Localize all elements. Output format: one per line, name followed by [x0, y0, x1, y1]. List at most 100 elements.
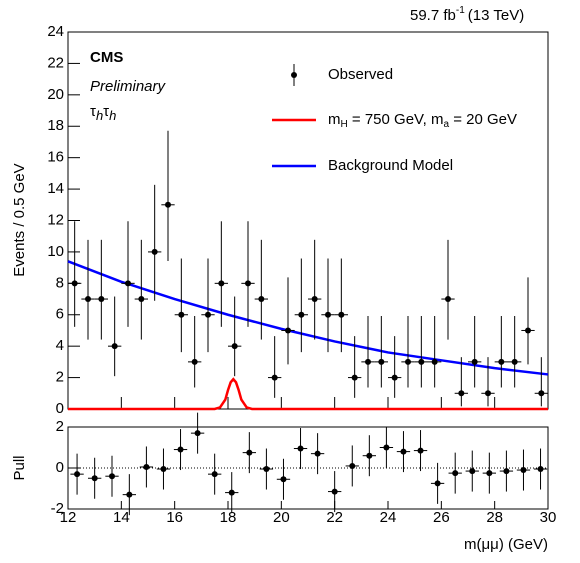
data-point [245, 280, 251, 287]
status: Preliminary [90, 78, 167, 95]
data-point [285, 327, 291, 334]
fit-line [68, 377, 548, 411]
data-point [458, 390, 465, 397]
y-tick-label: 2 [56, 369, 64, 386]
pull-tick-label: 0 [56, 459, 64, 476]
data-point [325, 311, 331, 318]
pull-point [331, 488, 338, 495]
pull-point [469, 468, 476, 475]
y-tick-label: 14 [47, 180, 64, 197]
data-point [191, 358, 198, 365]
data-point [71, 280, 78, 287]
data-point [125, 280, 131, 287]
pull-point [246, 449, 253, 456]
y-axis-label: Events / 0.5 GeV [11, 163, 28, 276]
pull-tick-label: 2 [56, 418, 64, 435]
data-point [485, 390, 491, 397]
data-point [271, 374, 278, 381]
data-point [498, 358, 505, 365]
data-point [138, 296, 145, 303]
pull-point [503, 468, 510, 475]
x-tick-label: 30 [540, 509, 557, 526]
data-point [311, 296, 318, 303]
data-point [405, 358, 411, 365]
pull-point [211, 471, 218, 478]
data-point [445, 296, 451, 303]
data-point [151, 248, 158, 255]
data-point [338, 311, 345, 318]
data-point [525, 327, 531, 334]
data-point [365, 358, 371, 365]
legend-label: Background Model [328, 157, 453, 174]
legend-label: Observed [328, 66, 393, 83]
channel: τhτh [90, 103, 116, 123]
pull-point [366, 452, 373, 459]
experiment: CMS [90, 49, 123, 66]
pull-point [486, 470, 493, 477]
data-point [538, 390, 545, 397]
data-point [258, 296, 265, 303]
x-tick-label: 26 [433, 509, 450, 526]
pull-point [143, 463, 150, 470]
x-tick-label: 22 [326, 509, 343, 526]
y-tick-label: 4 [56, 337, 64, 354]
y-tick-label: 20 [47, 86, 64, 103]
y-tick-label: 16 [47, 149, 64, 166]
data-point [391, 374, 398, 381]
x-tick-label: 24 [380, 509, 397, 526]
pull-point [417, 447, 424, 454]
y-tick-label: 10 [47, 243, 64, 260]
y-tick-label: 0 [56, 400, 64, 417]
x-tick-label: 20 [273, 509, 290, 526]
data-point [378, 358, 385, 365]
data-point [178, 311, 185, 318]
x-tick-label: 14 [113, 509, 130, 526]
fit-line [67, 260, 549, 376]
pull-point [452, 470, 459, 477]
pull-point [126, 491, 133, 498]
pull-point [400, 448, 407, 455]
pull-point [74, 471, 81, 478]
x-tick-label: 18 [220, 509, 237, 526]
legend-label: mH = 750 GeV, ma = 20 GeV [328, 111, 517, 130]
data-point [205, 311, 211, 318]
data-point [298, 311, 305, 318]
pull-point [228, 489, 235, 496]
pull-point [349, 462, 356, 469]
pull-point [91, 475, 98, 482]
data-point [231, 343, 238, 350]
x-tick-label: 16 [166, 509, 183, 526]
pull-point [314, 450, 321, 457]
data-point [98, 296, 105, 303]
y-tick-label: 6 [56, 306, 64, 323]
data-point [431, 358, 438, 365]
pull-point [109, 473, 115, 480]
pull-point [297, 445, 304, 452]
pull-point [383, 444, 390, 451]
y-tick-label: 18 [47, 117, 64, 134]
data-point [351, 374, 358, 381]
data-point [111, 343, 118, 350]
data-point [511, 358, 518, 365]
x-axis-label: m(μμ) (GeV) [464, 536, 548, 553]
y-tick-label: 8 [56, 274, 64, 291]
pull-point [177, 446, 184, 453]
x-tick-label: 28 [486, 509, 503, 526]
pull-point [263, 466, 270, 473]
pull-point [160, 466, 167, 473]
pull-axis-label: Pull [11, 455, 28, 480]
lumi: 59.7 fb-1 (13 TeV) [410, 5, 524, 24]
y-tick-label: 24 [47, 23, 64, 40]
pull-point [434, 480, 441, 487]
data-point [471, 358, 478, 365]
pull-point [194, 430, 201, 437]
pull-point [520, 467, 527, 474]
pull-tick-label: -2 [51, 500, 64, 517]
data-point [418, 358, 425, 365]
pull-point [537, 466, 544, 473]
y-tick-label: 22 [47, 54, 64, 71]
pull-point [280, 476, 287, 483]
data-point [218, 280, 225, 287]
y-tick-label: 12 [47, 211, 64, 228]
